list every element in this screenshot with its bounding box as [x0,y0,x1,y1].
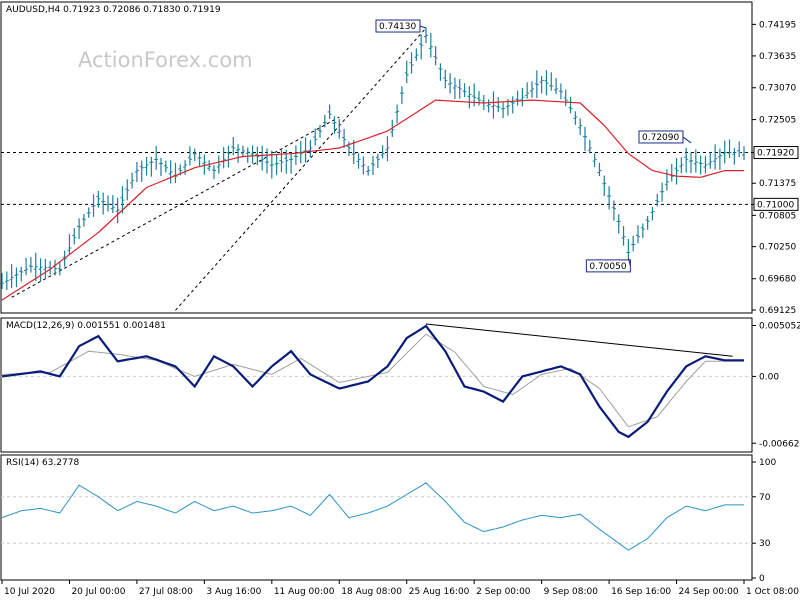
macd-trendline [425,323,733,357]
price-tick-label: 0.73070 [759,84,796,94]
x-tick-label: 3 Aug 16:00 [206,587,261,597]
macd-line [1,324,744,439]
rsi-tick-label: 100 [759,458,776,468]
x-tick-label: 9 Sep 08:00 [544,587,599,597]
annotation-leader [419,25,427,29]
x-tick-label: 27 Jul 08:00 [139,587,193,597]
macd-header: MACD(12,26,9) 0.001551 0.001481 [6,321,166,331]
axis-marker-label: 0.71000 [757,200,794,210]
rsi-line [1,482,744,551]
annotation-leader [682,136,692,144]
x-tick-label: 24 Sep 00:00 [679,587,739,597]
x-tick-label: 2 Sep 00:00 [476,587,531,597]
channel-lower-line [11,116,340,298]
watermark: ActionForex.com [78,48,253,72]
moving-average-line [1,99,744,301]
axis-marker-box [753,197,799,211]
macd-signal-line [1,333,744,428]
price-tick-label: 0.70805 [759,211,796,221]
axis-marker-box [753,146,799,160]
price-tick-label: 0.71375 [759,179,796,189]
x-tick-label: 25 Aug 16:00 [409,587,470,597]
price-tick-label: 0.69125 [759,306,796,316]
price-tick-label: 0.70250 [759,243,796,253]
rsi-tick-label: 30 [759,539,771,549]
rsi-header: RSI(14) 63.2778 [6,458,80,468]
annotation-leader [627,257,631,267]
macd-tick-label: -0.006629 [759,439,800,449]
axis-marker-label: 0.71920 [757,149,794,159]
annotation-label: 0.70050 [589,262,626,272]
pane-frame-2 [0,454,753,581]
macd-tick-label: 0.005052 [759,322,800,332]
price-tick-label: 0.73635 [759,52,796,62]
rsi-tick-label: 70 [759,493,771,503]
x-tick-label: 18 Aug 08:00 [341,587,402,597]
channel-upper-line [175,27,427,311]
x-tick-label: 20 Jul 00:00 [71,587,125,597]
price-tick-label: 0.72505 [759,116,796,126]
x-tick-label: 16 Sep 16:00 [611,587,671,597]
annotation-label: 0.72090 [642,133,679,143]
x-tick-label: 11 Aug 00:00 [274,587,335,597]
rsi-tick-label: 0 [759,574,765,584]
main-header: AUDUSD,H4 0.71923 0.72086 0.71830 0.7191… [6,5,221,15]
pane-frame-0 [0,1,753,314]
price-tick-label: 0.69680 [759,275,796,285]
pane-frame-1 [0,317,753,453]
x-tick-label: 1 Oct 08:00 [746,587,799,597]
x-tick-label: 10 Jul 2020 [4,587,55,597]
macd-tick-label: 0.00 [759,372,779,382]
price-tick-label: 0.74195 [759,20,796,30]
annotation-label: 0.74130 [379,22,416,32]
